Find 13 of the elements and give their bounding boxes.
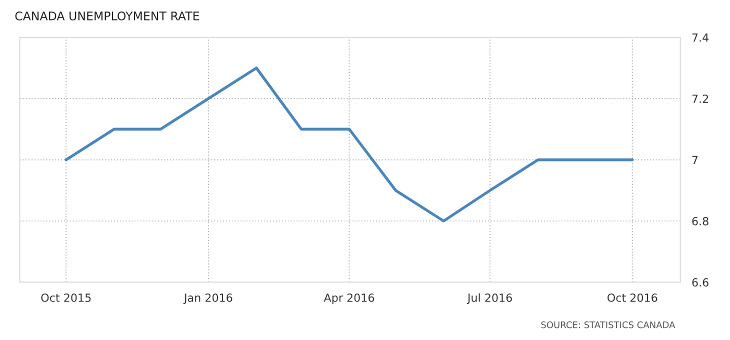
source-note: SOURCE: STATISTICS CANADA <box>541 321 676 328</box>
y-tick-label: 7.4 <box>692 34 709 42</box>
x-tick-label: Oct 2015 <box>41 294 91 302</box>
x-tick-label: Jan 2016 <box>183 294 232 304</box>
y-tick-label: 7.2 <box>692 94 708 103</box>
y-tick-label: 6.8 <box>692 216 708 226</box>
y-tick-label: 6.6 <box>692 278 708 287</box>
chart-title: CANADA UNEMPLOYMENT RATE <box>15 11 200 20</box>
x-tick-label: Apr 2016 <box>324 294 374 304</box>
x-tick-label: Jul 2016 <box>466 293 512 304</box>
y-tick-label: 7 <box>692 156 698 164</box>
line-series <box>64 66 634 222</box>
x-tick-label: Oct 2016 <box>608 294 658 302</box>
